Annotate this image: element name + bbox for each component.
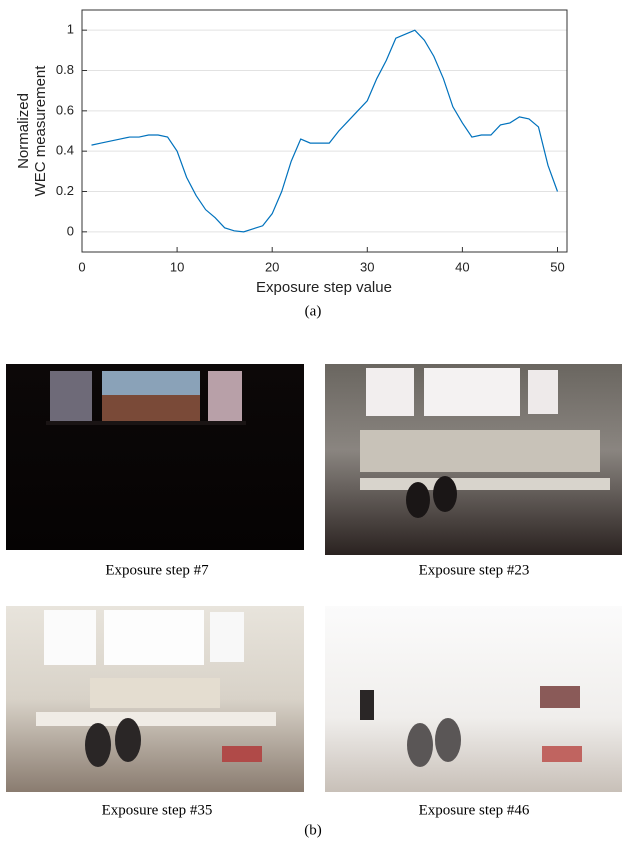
x-tick-label: 0 <box>78 259 85 274</box>
y-tick-label: 0.2 <box>56 183 74 198</box>
photo-46 <box>325 606 622 792</box>
y-tick-label: 1 <box>67 22 74 37</box>
y-axis-label: WEC measurement <box>32 65 49 197</box>
panel-caption: Exposure step #46 <box>419 802 530 818</box>
page: {"chart_data": {"type": "line", "xlabel"… <box>0 0 622 841</box>
y-tick-label: 0.6 <box>56 102 74 117</box>
figure-caption: (a) <box>305 303 322 319</box>
y-tick-label: 0 <box>67 223 74 238</box>
photo-35 <box>6 606 304 792</box>
y-axis-label: Normalized <box>15 93 32 169</box>
figure: Exposure step #7 Exposure step #23 Expos… <box>0 0 622 841</box>
y-tick-label: 0.4 <box>56 143 74 158</box>
panel-caption: Exposure step #23 <box>419 562 530 578</box>
x-tick-label: 50 <box>550 259 564 274</box>
figure-caption: (b) <box>304 822 322 838</box>
panel-caption: Exposure step #7 <box>105 562 209 578</box>
photo-23 <box>325 364 622 555</box>
panel-caption: Exposure step #35 <box>102 802 213 818</box>
x-tick-label: 40 <box>455 259 469 274</box>
data-line <box>92 30 558 232</box>
y-tick-label: 0.8 <box>56 62 74 77</box>
x-tick-label: 10 <box>170 259 184 274</box>
x-tick-label: 30 <box>360 259 374 274</box>
x-tick-label: 20 <box>265 259 279 274</box>
photo-7 <box>6 364 304 550</box>
x-axis-label: Exposure step value <box>256 279 392 296</box>
